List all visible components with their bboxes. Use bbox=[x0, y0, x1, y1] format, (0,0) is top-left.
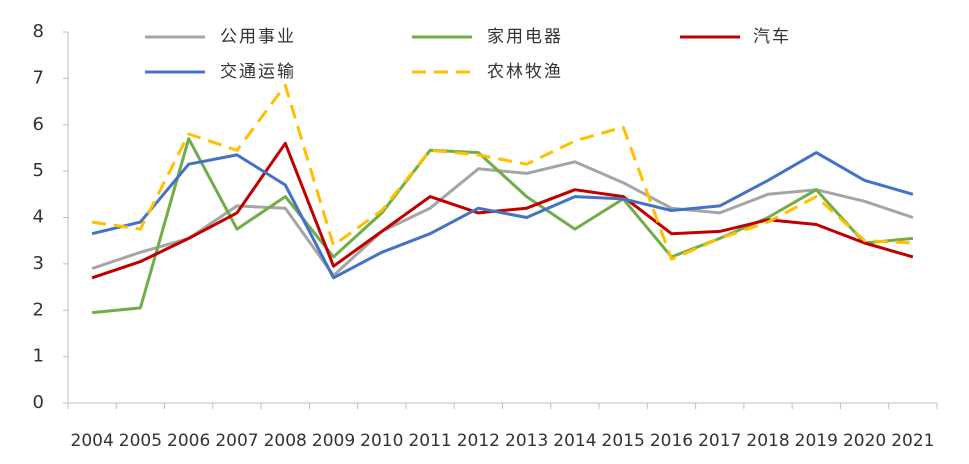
x-tick-label: 2018 bbox=[746, 431, 789, 451]
x-tick-label: 2007 bbox=[215, 431, 258, 451]
y-tick-label: 2 bbox=[33, 299, 44, 320]
y-tick-label: 8 bbox=[33, 21, 44, 42]
x-tick-label: 2015 bbox=[602, 431, 645, 451]
x-tick-label: 2010 bbox=[360, 431, 403, 451]
x-tick-label: 2019 bbox=[795, 431, 838, 451]
legend-label: 交通运输 bbox=[220, 62, 296, 82]
line bbox=[91, 160, 914, 277]
y-tick-label: 4 bbox=[33, 207, 44, 228]
x-tick-label: 2014 bbox=[553, 431, 596, 451]
y-tick-label: 0 bbox=[33, 392, 44, 413]
y-tick-label: 7 bbox=[33, 67, 44, 88]
x-tick-label: 2005 bbox=[119, 431, 162, 451]
x-tick-label: 2008 bbox=[264, 431, 307, 451]
line bbox=[91, 141, 914, 280]
x-tick-label: 2020 bbox=[843, 431, 886, 451]
x-tick-label: 2012 bbox=[457, 431, 500, 451]
x-tick-label: 2016 bbox=[650, 431, 693, 451]
line bbox=[91, 137, 914, 315]
legend-label: 公用事业 bbox=[220, 27, 296, 47]
y-tick-label: 5 bbox=[33, 160, 44, 181]
y-tick-label: 6 bbox=[33, 114, 44, 135]
x-tick-label: 2021 bbox=[891, 431, 934, 451]
legend-label: 家用电器 bbox=[487, 27, 563, 47]
x-tick-label: 2006 bbox=[167, 431, 210, 451]
y-tick-label: 1 bbox=[33, 346, 44, 367]
x-tick-label: 2009 bbox=[312, 431, 355, 451]
line bbox=[91, 151, 914, 280]
legend-label: 农林牧渔 bbox=[487, 62, 563, 82]
x-tick-label: 2004 bbox=[71, 431, 114, 451]
legend-label: 汽车 bbox=[753, 27, 791, 47]
y-tick-label: 3 bbox=[33, 253, 44, 274]
line bbox=[91, 83, 913, 261]
x-tick-label: 2011 bbox=[408, 431, 451, 451]
x-tick-label: 2013 bbox=[505, 431, 548, 451]
x-tick-label: 2017 bbox=[698, 431, 741, 451]
